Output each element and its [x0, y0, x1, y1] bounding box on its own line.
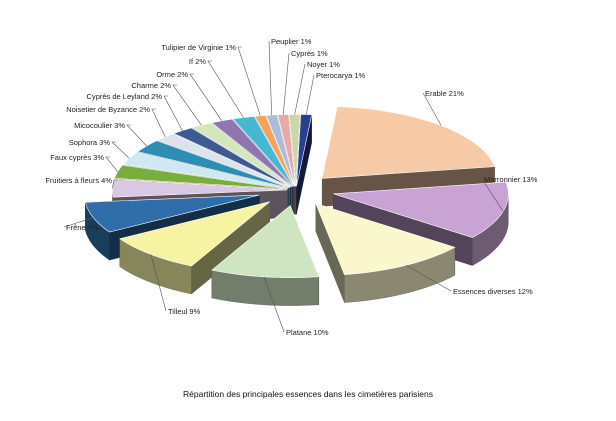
slice-label-peuplier: Peuplier 1% — [271, 37, 312, 46]
slice-label-noisetier-de-byzance: Noisetier de Byzance 2% — [66, 105, 150, 114]
leader-line-pterocarya — [306, 74, 315, 115]
leader-line-marronnier — [481, 178, 504, 212]
slice-marronnier — [333, 181, 509, 266]
leader-line-noyer — [294, 63, 306, 115]
leader-line-cypres-de-leyland — [163, 95, 183, 131]
slice-label-tilleul: Tilleul 9% — [168, 307, 201, 316]
slice-top — [211, 205, 320, 278]
slice-label-micocoulier: Micocoulier 3% — [74, 121, 125, 130]
slice-pterocarya — [296, 114, 313, 215]
slice-platane — [211, 205, 320, 306]
slice-label-if: If 2% — [189, 57, 206, 66]
slice-label-faux-cypres: Faux cyprès 3% — [50, 153, 104, 162]
slice-essences-diverses — [315, 203, 456, 303]
chart-title: Répartition des principales essences dan… — [183, 389, 433, 399]
slice-tilleul — [119, 201, 271, 295]
slice-label-noyer: Noyer 1% — [307, 60, 340, 69]
slice-top — [114, 164, 288, 190]
slice-label-frene: Frêne 7% — [66, 223, 99, 232]
slice-label-marronnier: Marronnier 13% — [484, 175, 538, 184]
slice-label-fruitiers-a-fleurs: Fruitiers à fleurs 4% — [45, 176, 112, 185]
slice-label-orme: Orme 2% — [156, 70, 188, 79]
slice-label-charme: Charme 2% — [131, 81, 171, 90]
slice-label-erable: Erable 21% — [425, 89, 464, 98]
leader-line-orme — [189, 73, 223, 121]
slice-top — [119, 201, 271, 267]
leader-line-charme — [172, 84, 202, 126]
slice-top — [321, 106, 496, 179]
leader-line-platane — [263, 276, 285, 333]
leader-line-frene — [63, 217, 94, 228]
leader-line-fruitiers-a-fleurs — [112, 179, 118, 189]
leader-line-tilleul — [150, 254, 167, 312]
slice-top — [211, 118, 293, 187]
slice-top — [84, 194, 260, 233]
slice-label-cypres: Cyprès 1% — [291, 49, 328, 58]
slice-label-essences-diverses: Essences diverses 12% — [453, 287, 533, 296]
leader-line-cypres — [282, 52, 290, 115]
leader-line-if — [207, 60, 244, 118]
slice-label-sophora: Sophora 3% — [69, 138, 111, 147]
leader-line-essences-diverses — [405, 265, 452, 292]
slice-top — [296, 114, 313, 187]
leader-line-faux-cypres — [105, 156, 118, 172]
leader-line-peuplier — [268, 40, 272, 116]
slice-label-platane: Platane 10% — [286, 328, 329, 337]
leader-line-tulipier-de-virginie — [237, 46, 261, 116]
leader-line-sophora — [111, 141, 130, 159]
leader-line-erable — [422, 92, 442, 126]
leader-line-noisetier-de-byzance — [151, 108, 166, 138]
leader-line-micocoulier — [126, 124, 147, 147]
slice-top — [254, 115, 295, 187]
slice-label-cypres-de-leyland: Cyprès de Leyland 2% — [87, 92, 163, 101]
slice-top — [156, 133, 290, 188]
slice-label-tulipier-de-virginie: Tulipier de Virginie 1% — [161, 43, 236, 52]
slice-label-pterocarya: Pterocarya 1% — [316, 71, 366, 80]
slice-top — [315, 203, 456, 275]
